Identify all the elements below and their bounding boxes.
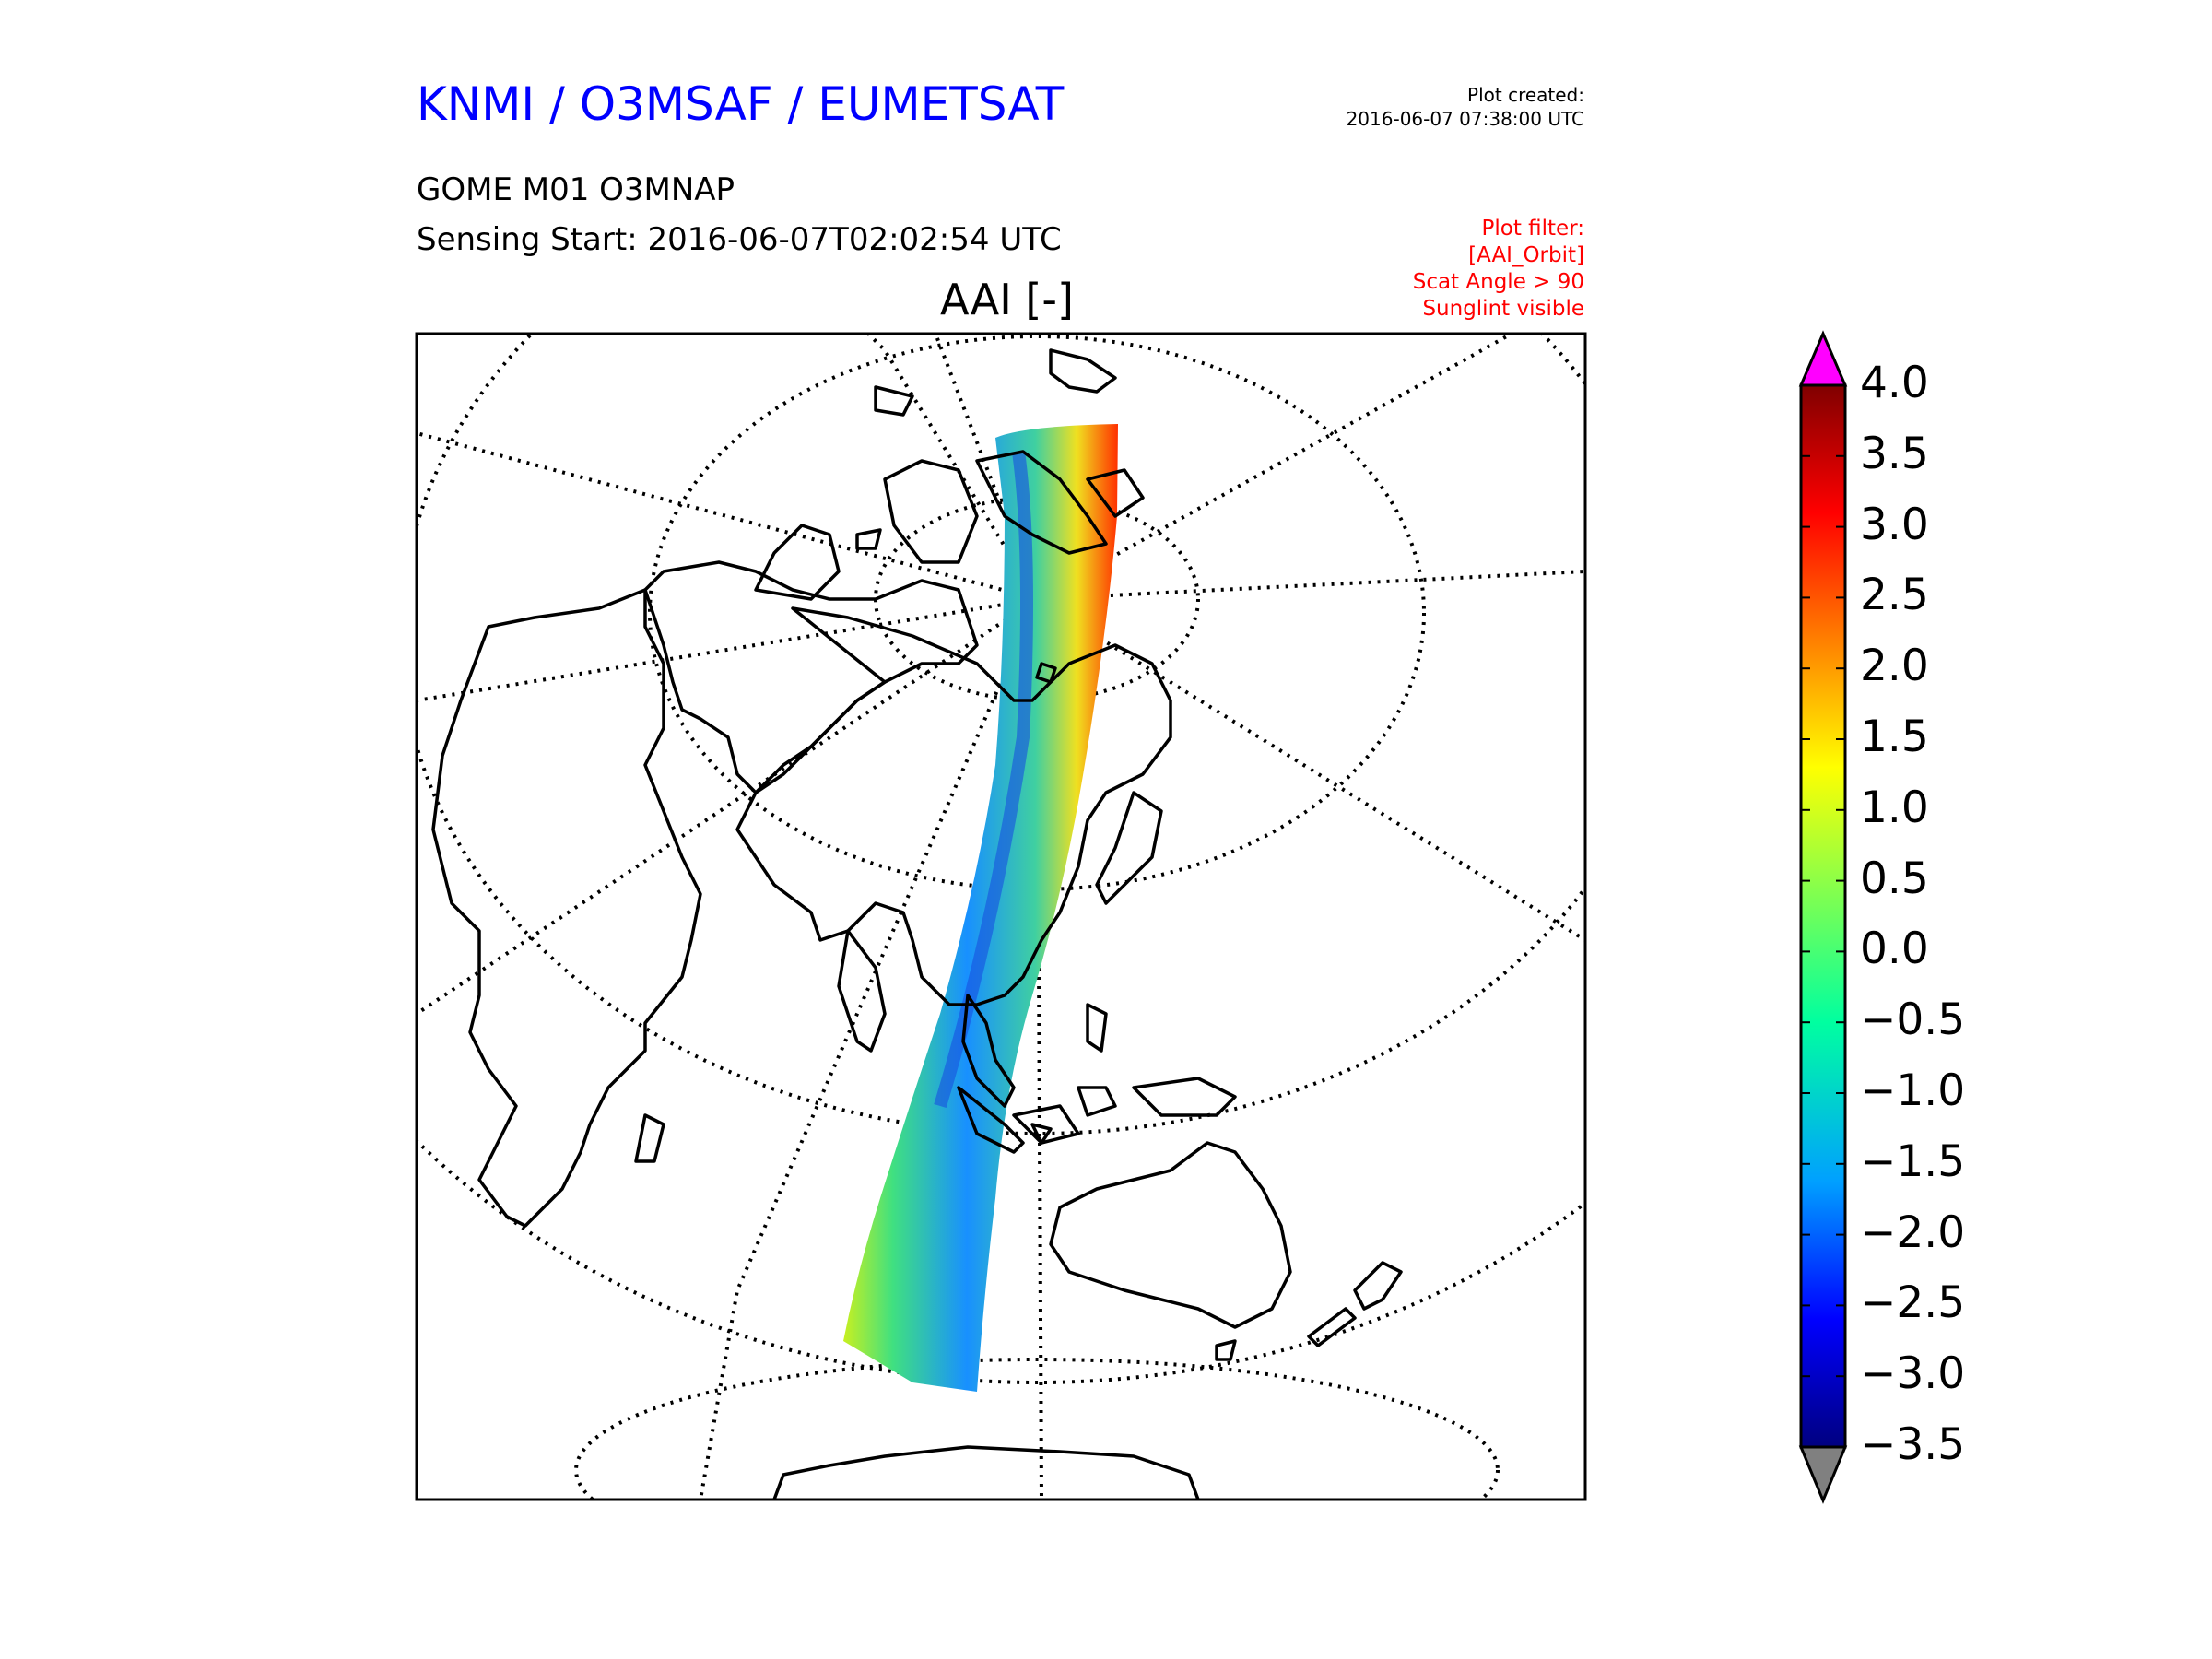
colorbar-tick-label: −1.5 bbox=[1860, 1135, 1966, 1187]
filter-line: Scat Angle > 90 bbox=[1412, 270, 1584, 294]
map-title: AAI [-] bbox=[940, 275, 1074, 324]
colorbar-gradient bbox=[1799, 383, 1847, 1449]
colorbar-tick-label: 1.0 bbox=[1860, 782, 1929, 833]
colorbar-tick-label: −2.0 bbox=[1860, 1206, 1966, 1258]
colorbar-under-arrow bbox=[1798, 1445, 1848, 1504]
colorbar-tick-label: −2.5 bbox=[1860, 1277, 1966, 1329]
colorbar-tick-label: 3.0 bbox=[1860, 499, 1929, 550]
plot-created-value: 2016-06-07 07:38:00 UTC bbox=[1346, 108, 1584, 130]
colorbar bbox=[1798, 330, 1848, 1504]
colorbar-tick-label: −1.0 bbox=[1860, 1065, 1966, 1116]
colorbar-tick-label: 4.0 bbox=[1860, 358, 1929, 408]
colorbar-tick-label: 0.5 bbox=[1860, 853, 1929, 904]
plot-created-label: Plot created: bbox=[1467, 84, 1584, 106]
filter-line: [AAI_Orbit] bbox=[1468, 243, 1584, 267]
product-name: GOME M01 O3MNAP bbox=[417, 171, 735, 208]
coastlines bbox=[431, 348, 1403, 1500]
plot-filter: Plot filter: [AAI_Orbit] Scat Angle > 90… bbox=[1413, 216, 1584, 323]
map-content bbox=[417, 334, 1585, 1500]
colorbar-tick-label: 3.5 bbox=[1860, 428, 1929, 479]
filter-line: Plot filter: bbox=[1481, 217, 1584, 241]
colorbar-tick-label: 1.5 bbox=[1860, 712, 1929, 762]
colorbar-tick-label: −3.5 bbox=[1860, 1419, 1966, 1470]
sensing-start: Sensing Start: 2016-06-07T02:02:54 UTC bbox=[417, 221, 1062, 258]
colorbar-tick-label: 0.0 bbox=[1860, 924, 1929, 975]
map-frame bbox=[415, 332, 1587, 1501]
colorbar-over-arrow bbox=[1798, 330, 1848, 387]
org-title: KNMI / O3MSAF / EUMETSAT bbox=[417, 77, 1065, 131]
filter-line: Sunglint visible bbox=[1422, 297, 1584, 321]
colorbar-tick-label: 2.0 bbox=[1860, 641, 1929, 692]
colorbar-tick-label: −3.0 bbox=[1860, 1348, 1966, 1400]
colorbar-tick-label: 2.5 bbox=[1860, 570, 1929, 621]
plot-created: Plot created: 2016-06-07 07:38:00 UTC bbox=[1347, 83, 1584, 131]
colorbar-tick-label: −0.5 bbox=[1860, 994, 1966, 1046]
